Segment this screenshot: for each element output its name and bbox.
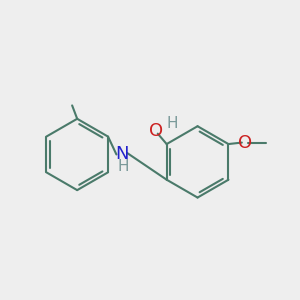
Text: H: H (167, 116, 178, 131)
Text: O: O (238, 134, 252, 152)
Text: H: H (118, 159, 129, 174)
Text: O: O (149, 122, 163, 140)
Text: N: N (115, 146, 128, 164)
